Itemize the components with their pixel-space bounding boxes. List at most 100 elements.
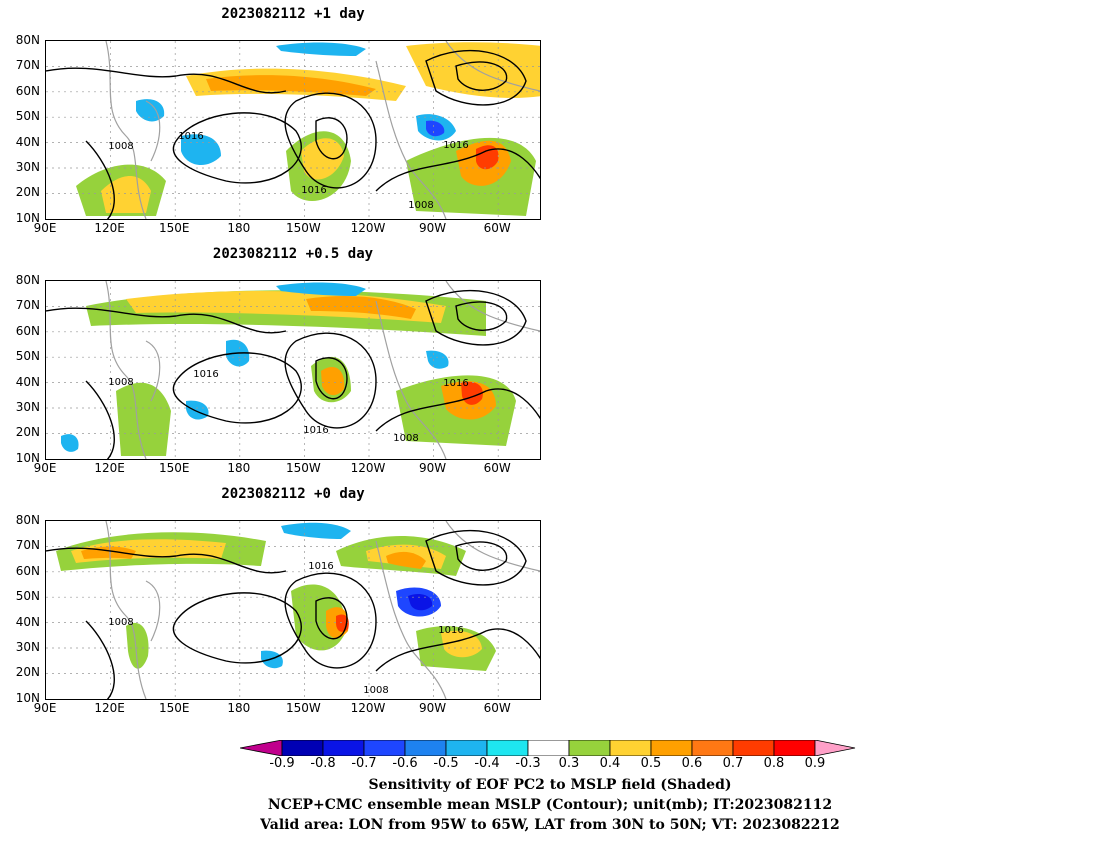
contour-label: 1016 xyxy=(193,369,218,380)
mslp-contour xyxy=(85,380,115,459)
shaded-region xyxy=(476,145,499,170)
longitude-tick-label: 180 xyxy=(227,701,251,715)
contour-label: 1016 xyxy=(438,625,463,636)
latitude-tick-label: 60N xyxy=(15,83,40,98)
contour-label: 1008 xyxy=(408,200,433,211)
contour-label: 1016 xyxy=(301,185,326,196)
longitude-tick-label: 150E xyxy=(158,461,190,475)
colorbar-tick-label: 0.4 xyxy=(599,756,621,771)
contour-label: 1008 xyxy=(363,685,388,696)
colorbar-cell xyxy=(281,740,324,756)
colorbar-arrow-low xyxy=(240,740,283,756)
coastline xyxy=(375,540,447,699)
latitude-tick-label: 70N xyxy=(15,298,40,313)
colorbar-tick-label: -0.3 xyxy=(515,756,541,771)
longitude-tick-label: 120E xyxy=(94,221,125,235)
shaded-region xyxy=(426,120,445,137)
latitude-tick-label: 50N xyxy=(15,589,40,604)
shaded-region xyxy=(126,622,149,669)
shaded-region xyxy=(186,400,209,420)
latitude-tick-label: 10N xyxy=(15,450,40,465)
contour-label: 1016 xyxy=(443,378,468,389)
latitude-tick-label: 40N xyxy=(15,134,40,149)
map-canvas: 1008 1016 1016 1016 1008 xyxy=(46,41,540,219)
colorbar-cell xyxy=(322,740,365,756)
shaded-region xyxy=(306,296,416,319)
colorbar-tick-label: 0.8 xyxy=(763,756,785,771)
longitude-tick-label: 180 xyxy=(227,461,251,475)
mslp-contour xyxy=(455,61,508,91)
colorbar-arrow-high xyxy=(814,740,856,756)
longitude-tick-label: 90W xyxy=(419,221,447,235)
latitude-tick-label: 30N xyxy=(15,640,40,654)
colorbar-cell xyxy=(404,740,447,756)
coastline xyxy=(375,300,447,459)
longitude-tick-label: 120E xyxy=(94,701,125,715)
contour-label: 1016 xyxy=(443,140,468,151)
colorbar-tick-label: -0.9 xyxy=(269,756,295,771)
shaded-region xyxy=(321,367,345,396)
mslp-contour xyxy=(425,49,527,106)
shaded-region xyxy=(276,42,366,56)
mslp-contour xyxy=(172,112,302,184)
latitude-tick-label: 20N xyxy=(15,425,40,440)
sensitivity-map-plus-0-day: 1008 1016 1016 1008 xyxy=(45,520,541,700)
colorbar-tick-label: -0.4 xyxy=(474,756,500,771)
mslp-contour xyxy=(455,541,508,571)
mslp-contour xyxy=(85,620,115,699)
mslp-contour xyxy=(315,357,348,400)
longitude-tick-label: 90W xyxy=(419,701,447,715)
colorbar-tick-label: -0.8 xyxy=(310,756,336,771)
latitude-tick-label: 70N xyxy=(15,538,40,553)
colorbar-cell xyxy=(363,740,406,756)
colorbar-cell xyxy=(773,740,816,756)
longitude-tick-label: 60W xyxy=(483,461,511,475)
coastline xyxy=(445,521,540,572)
latitude-tick-label: 30N xyxy=(15,160,40,174)
shaded-region xyxy=(136,99,165,122)
mslp-contour xyxy=(46,547,287,574)
latitude-tick-label: 80N xyxy=(15,273,40,287)
latitude-tick-label: 10N xyxy=(15,690,40,705)
latitude-tick-label: 60N xyxy=(15,563,40,578)
coastline xyxy=(145,340,161,402)
contour-label: 1016 xyxy=(178,131,203,142)
caption-shading: Sensitivity of EOF PC2 to MSLP field (Sh… xyxy=(368,777,732,793)
colorbar-tick-label: 0.7 xyxy=(722,756,744,771)
colorbar-tick-label: 0.5 xyxy=(640,756,662,771)
mslp-contour xyxy=(46,307,287,334)
shaded-region xyxy=(426,350,449,369)
colorbar-cell xyxy=(691,740,734,756)
panel-title: 2023082112 +1 day xyxy=(221,6,365,22)
shaded-region xyxy=(61,434,79,452)
colorbar-tick-label: -0.6 xyxy=(392,756,418,771)
mslp-contour xyxy=(375,628,540,672)
colorbar-cell xyxy=(568,740,611,756)
longitude-tick-label: 120E xyxy=(94,461,125,475)
mslp-contour xyxy=(172,352,302,424)
latitude-tick-label: 80N xyxy=(15,513,40,527)
mslp-contour xyxy=(85,140,115,219)
shaded-region xyxy=(181,134,221,166)
colorbar-cell xyxy=(527,740,570,756)
mslp-contour xyxy=(375,148,540,192)
colorbar xyxy=(240,740,856,756)
mslp-contour xyxy=(46,67,287,94)
mslp-contour xyxy=(375,388,540,432)
mslp-contour xyxy=(425,289,527,346)
coastline xyxy=(145,580,161,642)
coastline xyxy=(105,281,147,459)
colorbar-cell xyxy=(445,740,488,756)
longitude-tick-label: 150W xyxy=(286,701,321,715)
contour-label: 1008 xyxy=(108,377,133,388)
longitude-tick-label: 90E xyxy=(33,221,57,235)
contour-label: 1016 xyxy=(308,561,333,572)
latitude-tick-label: 20N xyxy=(15,665,40,680)
coastline xyxy=(445,41,540,92)
colorbar-tick-label: 0.6 xyxy=(681,756,703,771)
shaded-region xyxy=(301,138,344,180)
colorbar-tick-label: 0.3 xyxy=(558,756,580,771)
longitude-tick-label: 150W xyxy=(286,461,321,475)
coastline xyxy=(145,100,161,162)
mslp-contour xyxy=(425,529,527,586)
